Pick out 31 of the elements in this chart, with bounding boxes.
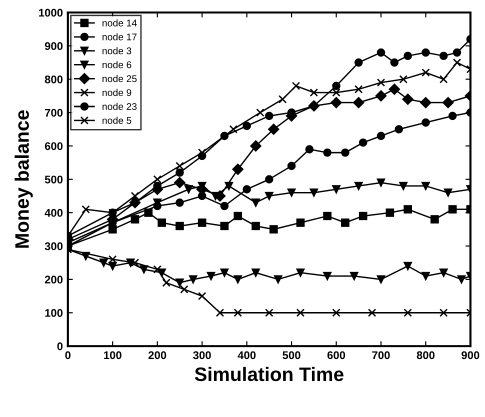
- x-tick-label: 0: [65, 351, 71, 360]
- x-tick-label: 900: [462, 351, 480, 360]
- legend-label: node 25: [102, 75, 137, 82]
- legend-label: node 23: [102, 102, 137, 110]
- legend-label: node 3: [102, 47, 132, 54]
- legend-label: node 17: [102, 33, 137, 40]
- y-tick-label: 700: [44, 108, 63, 117]
- legend-label: node 5: [102, 116, 132, 124]
- y-tick-label: 900: [44, 42, 63, 50]
- y-axis-title: Money balance: [14, 110, 33, 248]
- x-tick-label: 100: [104, 351, 122, 360]
- y-tick-label: 300: [44, 242, 63, 250]
- y-tick-label: 100: [45, 309, 63, 317]
- x-tick-label: 600: [327, 351, 346, 360]
- y-tick-label: 600: [44, 142, 63, 150]
- y-tick-label: 800: [44, 75, 63, 84]
- y-tick-label: 400: [44, 208, 63, 217]
- y-tick-label: 0: [57, 342, 63, 350]
- x-tick-label: 500: [282, 351, 300, 360]
- y-tick-label: 500: [44, 176, 63, 184]
- y-tick-label: 1000: [39, 8, 63, 17]
- x-axis-title: Simulation Time: [194, 366, 344, 382]
- x-tick-label: 300: [193, 351, 211, 360]
- y-tick-label: 200: [44, 276, 63, 284]
- x-tick-label: 800: [416, 351, 435, 360]
- legend-label: node 9: [102, 88, 132, 96]
- legend-label: node 6: [102, 61, 132, 68]
- x-tick-label: 700: [372, 351, 390, 360]
- x-tick-label: 400: [238, 351, 256, 360]
- legend-label: node 14: [102, 19, 137, 26]
- x-tick-label: 200: [148, 351, 166, 360]
